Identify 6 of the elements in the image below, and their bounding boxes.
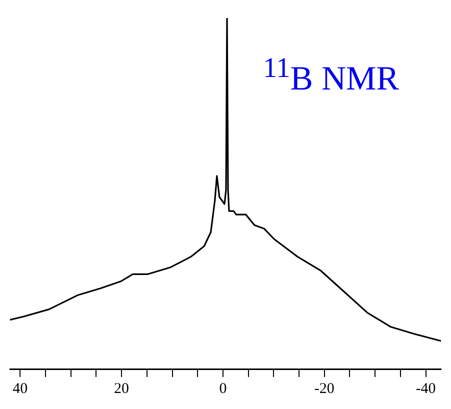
x-tick-label: 20: [114, 380, 130, 397]
x-tick-label: -40: [416, 380, 436, 397]
x-tick-label: 0: [219, 380, 227, 397]
x-tick-label: -20: [314, 380, 334, 397]
annotation: $^{11}$B NMR: [263, 53, 399, 98]
x-tick-label: 40: [12, 380, 28, 397]
